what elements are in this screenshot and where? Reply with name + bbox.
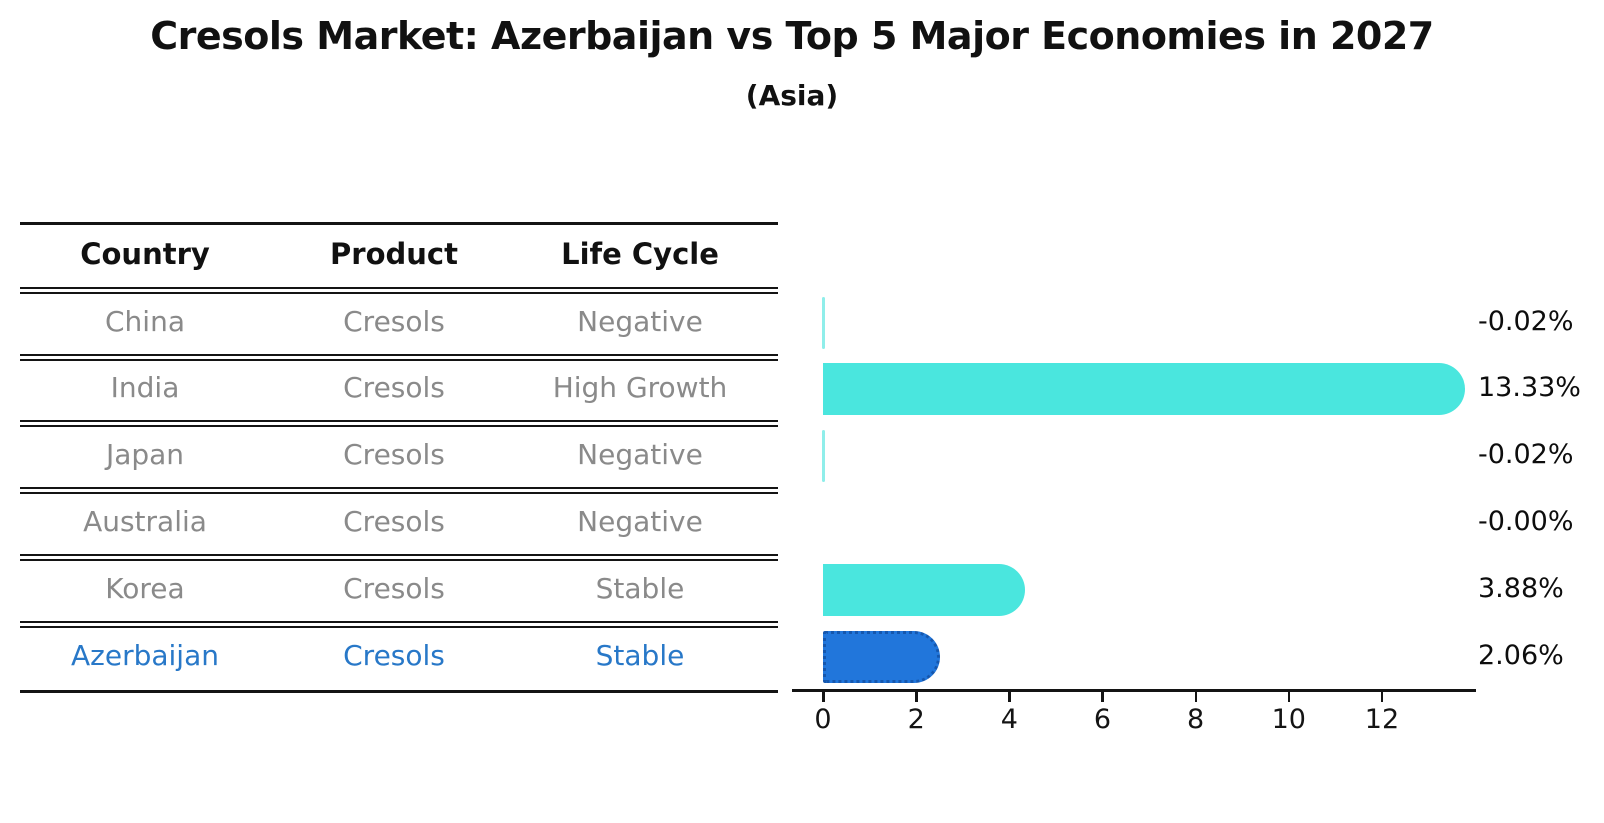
bar-india	[823, 363, 1465, 415]
bar-japan	[822, 429, 825, 482]
bar-value-label-australia: -0.00%	[1478, 505, 1574, 537]
table-cell-country-korea: Korea	[105, 571, 185, 605]
table-cell-life_cycle-japan: Negative	[577, 437, 703, 471]
table-rule	[20, 354, 778, 361]
x-axis-tick-label-0: 0	[814, 704, 832, 735]
x-axis-line	[792, 689, 1476, 692]
bar-china	[822, 296, 825, 349]
table-header-life-cycle: Life Cycle	[561, 236, 719, 271]
table-cell-product-azerbaijan: Cresols	[343, 638, 445, 672]
table-cell-product-japan: Cresols	[343, 437, 445, 471]
table-rule	[20, 621, 778, 628]
table-cell-life_cycle-azerbaijan: Stable	[595, 638, 685, 672]
table-rule	[20, 487, 778, 494]
bar-highlighted-azerbaijan	[823, 630, 940, 683]
bar-korea	[823, 563, 1025, 616]
table-cell-life_cycle-korea: Stable	[595, 571, 685, 605]
table-cell-country-japan: Japan	[105, 437, 185, 471]
table-rule	[20, 420, 778, 427]
bar-value-label-china: -0.02%	[1478, 305, 1574, 337]
x-axis-tick-6	[1101, 692, 1104, 702]
table-rule	[20, 287, 778, 294]
x-axis-tick-label-10: 10	[1271, 704, 1306, 735]
x-axis-tick-0	[822, 692, 825, 702]
chart-subtitle: (Asia)	[745, 79, 839, 112]
table-cell-country-china: China	[105, 304, 185, 338]
table-header-country: Country	[80, 236, 210, 271]
table-cell-country-australia: Australia	[83, 504, 207, 538]
x-axis-tick-label-6: 6	[1093, 704, 1112, 735]
table-cell-product-australia: Cresols	[343, 504, 445, 538]
table-rule	[20, 222, 778, 225]
x-axis-tick-4	[1008, 692, 1011, 702]
x-axis-tick-2	[915, 692, 918, 702]
table-cell-product-india: Cresols	[343, 371, 445, 404]
table-cell-product-korea: Cresols	[343, 571, 445, 605]
x-axis-tick-12	[1380, 692, 1384, 702]
chart-title: Cresols Market: Azerbaijan vs Top 5 Majo…	[150, 14, 1434, 58]
x-axis-tick-label-4: 4	[1000, 704, 1018, 735]
table-cell-country-india: India	[110, 371, 180, 404]
table-rule	[20, 554, 778, 561]
bar-value-label-japan: -0.02%	[1478, 438, 1574, 470]
bar-value-label-azerbaijan: 2.06%	[1478, 639, 1564, 671]
x-axis-tick-10	[1287, 692, 1291, 702]
table-rule	[20, 690, 778, 693]
x-axis-tick-label-12: 12	[1364, 704, 1400, 735]
x-axis-tick-label-8: 8	[1187, 704, 1205, 735]
table-cell-life_cycle-australia: Negative	[577, 504, 703, 538]
table-cell-product-china: Cresols	[343, 304, 445, 338]
table-cell-country-azerbaijan: Azerbaijan	[71, 638, 219, 672]
table-cell-life_cycle-china: Negative	[577, 304, 703, 338]
table-cell-life_cycle-india: High Growth	[552, 371, 728, 404]
bar-value-label-india: 13.33%	[1478, 372, 1581, 403]
table-header-product: Product	[330, 236, 458, 271]
bar-value-label-korea: 3.88%	[1478, 572, 1564, 604]
x-axis-tick-label-2: 2	[907, 704, 925, 735]
x-axis-tick-8	[1194, 692, 1198, 702]
